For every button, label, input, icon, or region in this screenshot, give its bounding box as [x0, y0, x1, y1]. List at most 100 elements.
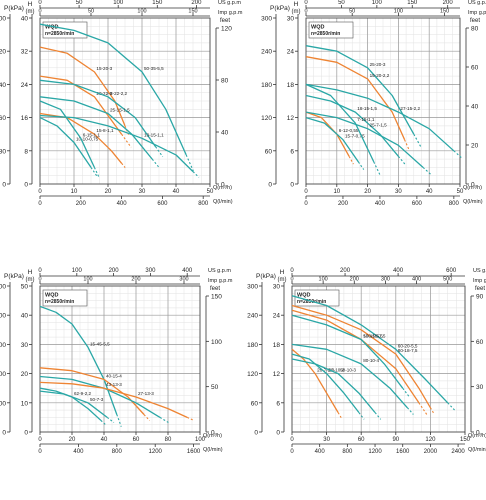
curve-tail: [429, 407, 435, 415]
impgpm-axis-title: Imp g.p.m: [468, 10, 486, 16]
head-tick-label: 0: [24, 430, 28, 437]
pressure-tick-label: 400: [0, 313, 6, 320]
flow-m3h-tick-label: 100: [195, 437, 206, 443]
curve-label: 50-10-3: [340, 368, 356, 373]
curve-label: 15-20-3: [96, 66, 112, 71]
impgpm-tick-label: 0: [38, 277, 41, 283]
feet-tick-label: 0: [211, 430, 215, 437]
flow-lmin-tick-label: 1200: [368, 449, 382, 455]
plot-frame: [305, 17, 461, 185]
flow-lmin-tick-label: 400: [375, 201, 386, 207]
curve-100-15-7,5: [291, 309, 420, 404]
curve-tail: [453, 150, 463, 159]
curve-10-10-0,75: [39, 117, 92, 168]
pressure-tick-label: 240: [261, 49, 272, 56]
impgpm-axis-title: Imp g.p.m: [473, 278, 486, 284]
impgpm-tick-label: 100: [394, 9, 403, 15]
curve-tail: [151, 158, 160, 169]
flow-m3h-tick-label: 120: [425, 437, 436, 443]
curve-tail: [413, 133, 422, 149]
flow-m3h-tick-label: 60: [358, 437, 365, 443]
curve-label: 50-35-5,5: [144, 66, 164, 71]
curve-tail: [418, 402, 428, 416]
curve-tail: [100, 419, 106, 425]
model-box: [294, 289, 340, 307]
impgpm-tick-label: 400: [412, 277, 421, 283]
curve-label: 50-7-3: [90, 397, 104, 402]
flow-lmin-tick-label: 800: [342, 449, 353, 455]
curve-6-15-1,1: [39, 100, 95, 168]
curve-13-15-1,1: [39, 114, 194, 173]
flow-lmin-tick-label: 400: [117, 201, 128, 207]
flow-lmin-tick-label: 2000: [424, 449, 438, 455]
head-tick-label: 18: [273, 342, 281, 349]
curve-60-20-5,5: [291, 295, 449, 404]
pressure-tick-label: 120: [247, 371, 258, 378]
head-axis-unit: (m): [278, 277, 287, 283]
curve-tail: [397, 155, 406, 165]
flow-m3h-axis-title: Q(m³/h): [203, 433, 222, 439]
pressure-tick-label: 80: [0, 148, 6, 155]
feet-tick-label: 150: [211, 294, 222, 301]
pressure-tick-label: 400: [0, 16, 6, 23]
flow-lmin-axis-title: Q(l/min): [213, 199, 233, 205]
impgpm-tick-label: 150: [440, 9, 449, 15]
curve-40-15-4: [39, 367, 145, 415]
head-tick-label: 6: [290, 148, 294, 155]
head-tick-label: 24: [273, 313, 281, 320]
flow-lmin-tick-label: 200: [76, 201, 87, 207]
pressure-tick-label: 200: [0, 371, 6, 378]
impgpm-tick-label: 50: [88, 9, 94, 15]
model-name: WQD: [311, 25, 324, 31]
usgpm-tick-label: 300: [145, 268, 156, 274]
flow-lmin-axis-title: Q(l/min): [468, 447, 486, 453]
usgpm-tick-label: 150: [407, 0, 418, 6]
flow-lmin-tick-label: 1200: [149, 449, 163, 455]
curve-tail: [373, 161, 381, 176]
flow-m3h-tick-label: 10: [71, 189, 78, 195]
curve-label: 7-15-1,1: [357, 117, 375, 122]
curve-62-9-2,2: [39, 387, 102, 421]
feet-tick-label: 40: [221, 130, 229, 137]
flow-m3h-tick-label: 0: [38, 189, 42, 195]
head-tick-label: 0: [276, 430, 280, 437]
flow-lmin-tick-label: 800: [112, 449, 123, 455]
flow-m3h-tick-label: 40: [173, 189, 180, 195]
head-tick-label: 0: [24, 182, 28, 189]
flow-m3h-axis-title: Q(m³/h): [468, 433, 486, 439]
feet-tick-label: 50: [211, 384, 219, 391]
curve-tail: [447, 402, 457, 412]
feet-tick-label: 40: [471, 104, 479, 111]
flow-m3h-tick-label: 20: [69, 437, 76, 443]
curve-27-15-2,2: [305, 83, 455, 152]
usgpm-tick-label: 200: [109, 268, 120, 274]
head-tick-label: 30: [21, 342, 29, 349]
flow-lmin-tick-label: 600: [157, 201, 168, 207]
flow-m3h-tick-label: 20: [364, 189, 371, 195]
head-tick-label: 18: [287, 82, 295, 89]
curve-tail: [374, 412, 382, 420]
usgpm-tick-label: 200: [443, 0, 454, 6]
model-speed: n=2850r/min: [297, 299, 326, 305]
usgpm-axis-title: US g.p.m: [218, 0, 241, 6]
model-box: [42, 289, 88, 307]
flow-lmin-tick-label: 800: [198, 201, 209, 207]
curve-label: 6-12-0,55: [339, 128, 359, 133]
usgpm-tick-label: 200: [191, 0, 202, 6]
head-tick-label: 0: [290, 182, 294, 189]
head-tick-label: 50: [21, 284, 29, 291]
pressure-tick-label: 0: [2, 182, 6, 189]
curve-tail: [121, 133, 132, 148]
impgpm-tick-label: 50: [349, 9, 355, 15]
flow-m3h-tick-label: 80: [165, 437, 172, 443]
impgpm-tick-label: 200: [350, 277, 359, 283]
impgpm-axis-title: Imp g.p.m: [218, 10, 243, 16]
head-tick-label: 30: [273, 284, 281, 291]
flow-m3h-tick-label: 0: [290, 437, 294, 443]
impgpm-tick-label: 100: [137, 9, 146, 15]
head-tick-label: 12: [287, 115, 295, 122]
pressure-tick-label: 180: [261, 82, 272, 89]
feet-tick-label: 80: [221, 78, 229, 85]
feet-tick-label: 30: [476, 384, 484, 391]
curve-label: 43-13-3: [106, 382, 122, 387]
